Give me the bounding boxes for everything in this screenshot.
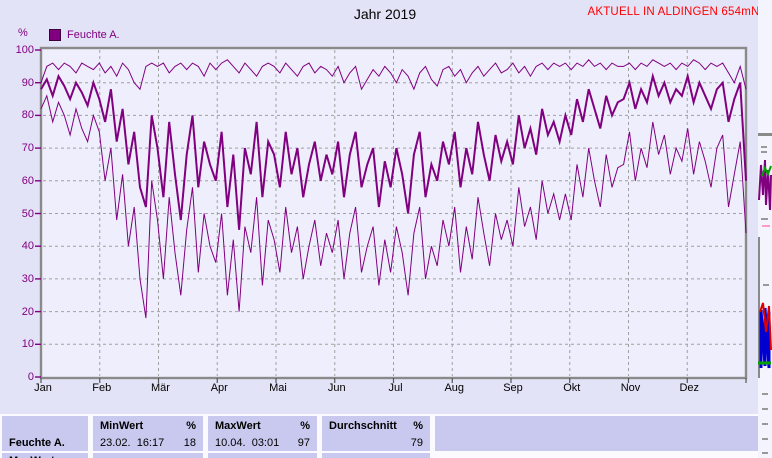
stats-cell-minwert: MinWert% 23.02. 16:17 18 (93, 416, 203, 451)
series-Feuchte A. Mittel (40, 72, 747, 230)
stats-cell-durchschnitt: Durchschnitt% 79 (322, 416, 430, 451)
x-axis-label-jan: Jan (34, 382, 52, 394)
stats-unit: % (300, 420, 310, 432)
y-axis-label: 90 (21, 76, 34, 89)
stats-next-row-label: MaxWert (9, 455, 55, 458)
x-axis-label-sep: Sep (503, 382, 523, 394)
stats-header: Durchschnitt% (329, 420, 423, 432)
stats-cell-maxwert: MaxWert% 10.04. 03:01 97 (208, 416, 317, 451)
stats-next-row-cell (208, 453, 317, 458)
x-axis-label-mär: Mär (151, 382, 170, 394)
stats-next-row-cell (322, 453, 430, 458)
y-axis-label: 50 (21, 207, 34, 220)
station-banner: AKTUELL IN ALDINGEN 654mNN (587, 6, 768, 18)
y-axis-label: 10 (21, 338, 34, 351)
stats-next-row-cell: MaxWert (2, 453, 88, 458)
y-axis-unit-label: % (18, 27, 28, 39)
series-Feuchte A. Tagesminimum (40, 94, 747, 319)
y-axis-label: 40 (21, 240, 34, 253)
x-axis-label-aug: Aug (444, 382, 465, 394)
stats-row-label: Feuchte A. (9, 437, 65, 449)
stats-header: MaxWert% (215, 420, 310, 432)
series-Feuchte A. Tagesmaximum (40, 59, 747, 91)
stats-number: 97 (297, 437, 310, 449)
x-axis-label-okt: Okt (563, 382, 581, 394)
adjacent-chart-sliver (758, 0, 772, 458)
legend-label: Feuchte A. (67, 28, 120, 41)
y-axis-label: 60 (21, 174, 34, 187)
stats-value: 79 (329, 437, 423, 451)
stats-next-row-cell (93, 453, 203, 458)
x-axis-label-dez: Dez (679, 382, 700, 394)
adjacent-chart-fragments (758, 133, 772, 454)
y-axis-label: 30 (21, 272, 34, 285)
stats-value: 23.02. 16:17 18 (100, 437, 196, 449)
legend-color-swatch-icon (49, 28, 61, 41)
x-axis-label-jul: Jul (388, 382, 403, 394)
x-axis-label-mai: Mai (269, 382, 287, 394)
stats-row-label-cell: Feuchte A. (2, 416, 88, 451)
x-axis-label-jun: Jun (327, 382, 346, 394)
y-axis-label: 100 (15, 44, 34, 56)
stats-number: 18 (183, 437, 196, 449)
stats-table: Feuchte A. MinWert% 23.02. 16:17 18 MaxWert… (0, 414, 758, 458)
stats-value: 10.04. 03:01 97 (215, 437, 310, 449)
stats-unit: % (186, 420, 196, 432)
chart-title: Jahr 2019 (353, 6, 417, 22)
y-axis-label: 0 (27, 371, 34, 383)
y-axis-label: 80 (21, 109, 34, 122)
x-axis-label-apr: Apr (210, 382, 228, 394)
y-axis-label: 70 (21, 142, 34, 155)
legend: Feuchte A. (49, 28, 120, 41)
stats-number: 79 (410, 437, 423, 449)
stats-unit: % (413, 420, 423, 432)
stats-header: MinWert% (100, 420, 196, 432)
stats-empty-cell (435, 416, 758, 451)
x-axis-label-feb: Feb (92, 382, 112, 394)
y-axis-label: 20 (21, 305, 34, 318)
x-axis-label-nov: Nov (620, 382, 641, 394)
